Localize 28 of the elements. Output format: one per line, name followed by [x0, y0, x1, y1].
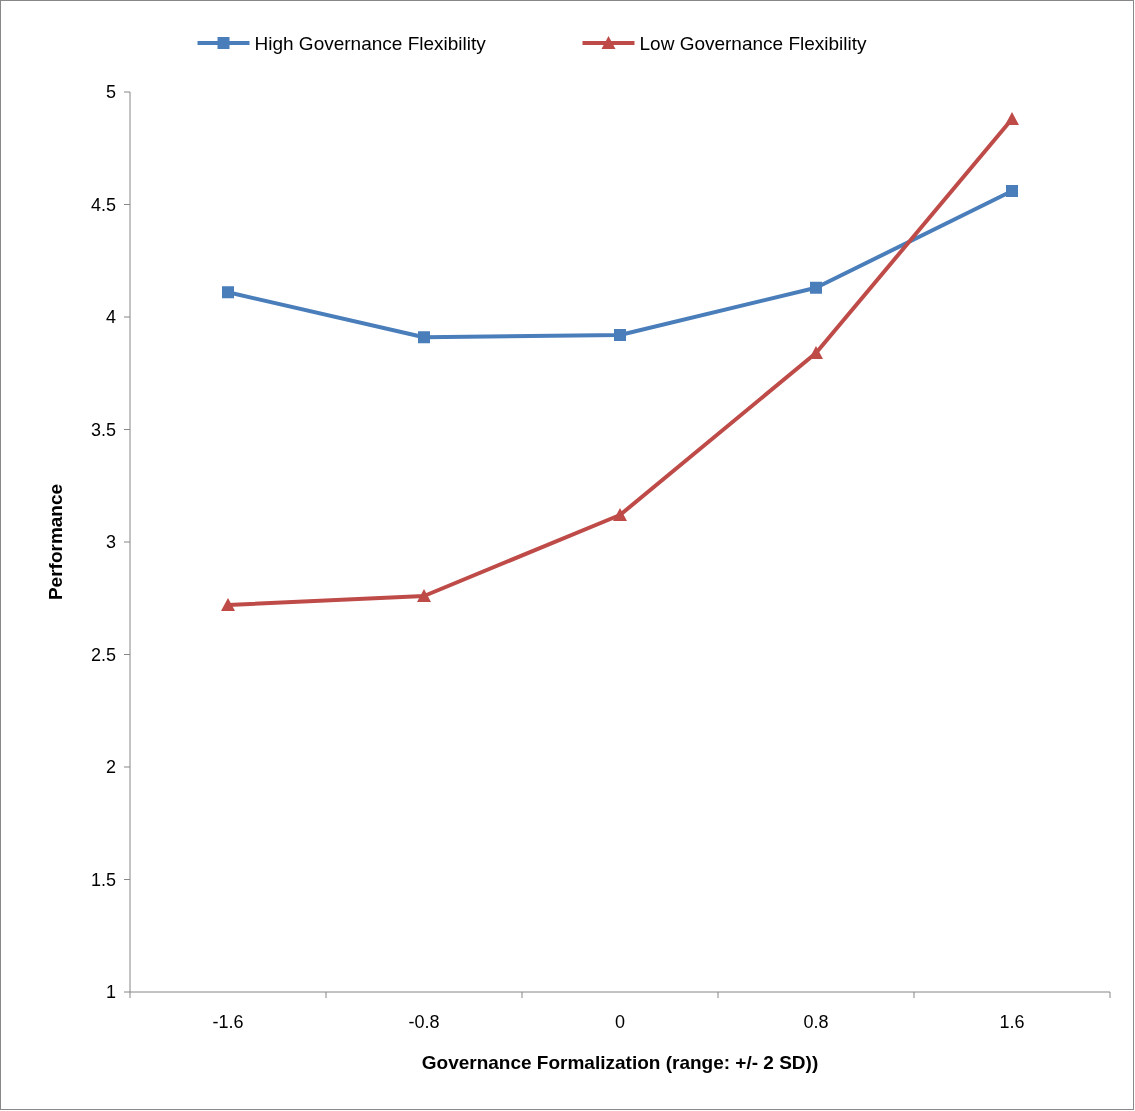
- x-tick-label: 1.6: [999, 1012, 1025, 1032]
- y-tick-label: 1.5: [90, 869, 116, 890]
- y-tick-label: 5: [105, 82, 116, 103]
- x-tick-label: -0.8: [408, 1012, 440, 1032]
- point: [417, 589, 431, 602]
- legend-label: Low Governance Flexibility: [639, 32, 868, 54]
- point: [614, 329, 626, 341]
- point: [810, 281, 822, 294]
- point: [222, 286, 234, 299]
- point: [418, 331, 430, 344]
- point: [1005, 112, 1019, 125]
- y-tick-label: 4: [105, 307, 116, 328]
- point: [1006, 185, 1018, 197]
- x-tick-label: 0: [614, 1012, 626, 1032]
- y-tick-label: 4.5: [90, 194, 116, 215]
- x-tick-label: -1.6: [212, 1012, 244, 1032]
- y-tick-label: 2: [105, 757, 116, 778]
- y-axis-title: Performance: [45, 483, 66, 601]
- y-tick-label: 3: [105, 532, 116, 553]
- y-tick-label: 2.5: [90, 644, 116, 665]
- point: [809, 346, 823, 359]
- x-tick-label: 0.8: [803, 1012, 829, 1032]
- legend-label: High Governance Flexibility: [254, 32, 487, 54]
- x-axis-title: Governance Formalization (range: +/- 2 SD)): [421, 1052, 819, 1073]
- point: [221, 598, 235, 611]
- y-tick-label: 3.5: [90, 419, 116, 440]
- y-tick-label: 1: [105, 982, 116, 1003]
- point: [613, 508, 627, 521]
